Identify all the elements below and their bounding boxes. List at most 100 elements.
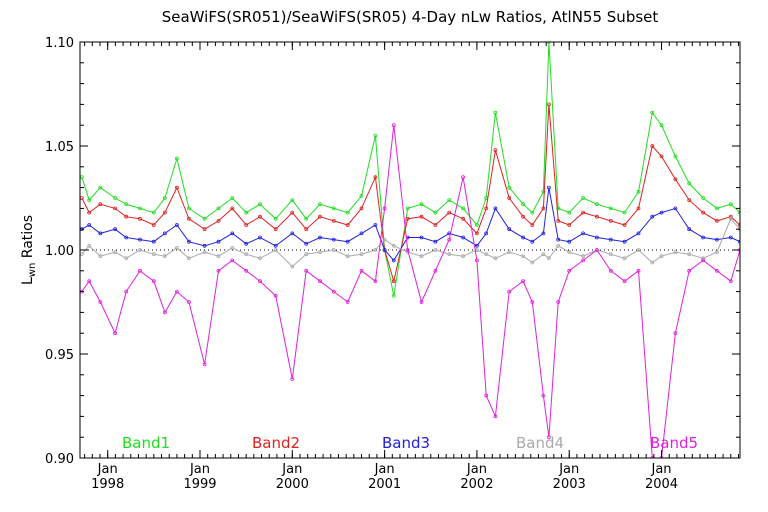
data-point <box>113 196 117 200</box>
y-axis-label-main: L <box>20 277 36 285</box>
data-point <box>581 196 585 200</box>
data-point <box>595 248 599 252</box>
data-point <box>318 279 322 284</box>
data-point <box>530 300 535 304</box>
data-point <box>304 241 309 246</box>
data-point <box>461 235 466 240</box>
data-point <box>244 268 249 273</box>
data-point <box>373 248 378 252</box>
y-tick-label: 1.00 <box>45 244 74 259</box>
data-point <box>474 243 479 248</box>
data-point <box>273 293 278 298</box>
data-point <box>87 210 92 215</box>
data-point <box>650 260 655 265</box>
data-point <box>186 216 191 221</box>
data-point <box>391 279 396 284</box>
data-point <box>151 252 156 257</box>
data-point <box>461 254 466 259</box>
axes: 1.101.051.000.950.90Jan1998Jan1999Jan200… <box>45 36 741 492</box>
data-point <box>244 223 249 227</box>
data-point <box>556 206 561 211</box>
data-point <box>715 268 719 273</box>
legend-band1: Band1 <box>122 434 170 452</box>
data-point <box>622 239 627 244</box>
data-point <box>273 216 278 221</box>
data-point <box>216 268 221 273</box>
data-point <box>230 258 235 263</box>
data-point <box>738 210 740 215</box>
data-point <box>673 177 678 182</box>
data-point <box>595 235 599 240</box>
data-point <box>258 256 262 261</box>
y-tick-label: 0.90 <box>45 452 74 467</box>
data-point <box>318 235 322 240</box>
data-point <box>547 102 551 107</box>
data-point <box>162 254 167 259</box>
data-point <box>382 248 387 252</box>
data-point <box>138 248 142 252</box>
data-point <box>318 250 322 255</box>
data-point <box>541 231 546 236</box>
data-point <box>556 218 561 223</box>
data-point <box>556 243 561 248</box>
data-point <box>186 206 191 211</box>
data-point <box>650 456 655 458</box>
data-point <box>738 239 740 244</box>
data-point <box>304 216 309 221</box>
plot-area <box>80 42 740 458</box>
data-point <box>216 218 221 223</box>
x-tick-label-month: Jan <box>374 462 395 477</box>
data-point <box>273 243 278 248</box>
data-point <box>636 206 641 211</box>
data-point <box>687 198 692 203</box>
data-point <box>493 206 498 211</box>
data-point <box>419 300 424 304</box>
data-point <box>433 239 438 244</box>
data-point <box>474 231 479 236</box>
data-point <box>521 235 525 240</box>
data-point <box>87 198 92 203</box>
data-point <box>541 189 546 194</box>
data-point <box>373 279 378 284</box>
data-point <box>659 254 664 259</box>
data-point <box>474 258 479 263</box>
data-point <box>373 175 378 180</box>
data-point <box>258 214 262 219</box>
data-point <box>581 231 585 236</box>
y-axis-label: Lwn Ratios <box>20 215 38 285</box>
data-point <box>541 206 546 211</box>
data-point <box>447 198 452 203</box>
data-point <box>673 250 678 255</box>
data-point <box>728 216 733 221</box>
data-point <box>636 268 641 273</box>
x-tick-label-month: Jan <box>189 462 210 477</box>
data-point <box>258 202 262 207</box>
data-point <box>419 214 424 219</box>
data-point <box>728 279 733 284</box>
data-point <box>521 279 525 284</box>
data-point <box>474 223 479 227</box>
y-tick-label: 1.10 <box>45 36 74 51</box>
data-point <box>290 377 295 381</box>
data-point <box>507 185 512 190</box>
data-point <box>162 210 167 215</box>
data-point <box>151 239 156 244</box>
x-tick-label-year: 2001 <box>368 477 401 492</box>
data-point <box>728 235 733 240</box>
data-point <box>547 256 551 261</box>
data-point <box>687 268 692 273</box>
data-point <box>687 227 692 232</box>
data-point <box>659 123 664 128</box>
data-point <box>547 42 551 44</box>
data-point <box>124 235 129 240</box>
data-point <box>567 250 572 255</box>
data-point <box>87 279 92 284</box>
data-point <box>405 206 410 211</box>
data-point <box>622 279 627 284</box>
data-point <box>636 189 641 194</box>
data-point <box>113 206 117 211</box>
data-point <box>738 223 740 227</box>
data-point <box>98 231 103 236</box>
x-tick-label-year: 2002 <box>460 477 493 492</box>
